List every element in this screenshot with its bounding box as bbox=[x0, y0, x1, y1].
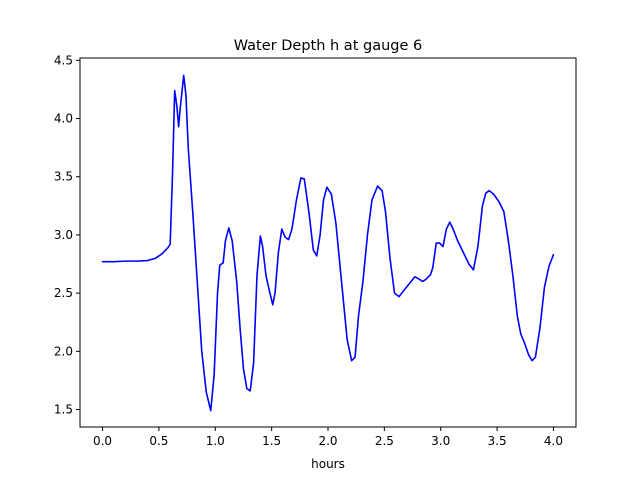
x-tick-label: 0.0 bbox=[93, 434, 112, 448]
y-tick-label: 1.5 bbox=[54, 403, 73, 417]
series-line-0 bbox=[101, 74, 555, 412]
x-tick-label: 2.5 bbox=[375, 434, 394, 448]
x-axis-label: hours bbox=[311, 457, 345, 471]
chart-title: Water Depth h at gauge 6 bbox=[234, 38, 422, 54]
y-tick-label: 2.5 bbox=[54, 286, 73, 300]
x-tick-label: 3.5 bbox=[488, 434, 507, 448]
y-tick-label: 4.5 bbox=[54, 53, 73, 67]
x-tick-label: 1.0 bbox=[206, 434, 225, 448]
y-tick-label: 2.0 bbox=[54, 344, 73, 358]
x-tick-label: 4.0 bbox=[544, 434, 563, 448]
y-tick-label: 3.5 bbox=[54, 170, 73, 184]
x-tick-label: 1.5 bbox=[262, 434, 281, 448]
x-tick-label: 3.0 bbox=[431, 434, 450, 448]
x-tick-label: 2.0 bbox=[318, 434, 337, 448]
x-tick-label: 0.5 bbox=[149, 434, 168, 448]
y-tick-label: 3.0 bbox=[54, 228, 73, 242]
plot-area: 0.0 0.5 1.0 1.5 2.0 2.5 3.0 3.5 4.0 1.5 2.0 2.5 3.0 3… bbox=[54, 53, 577, 448]
y-tick-label: 4.0 bbox=[54, 112, 73, 126]
